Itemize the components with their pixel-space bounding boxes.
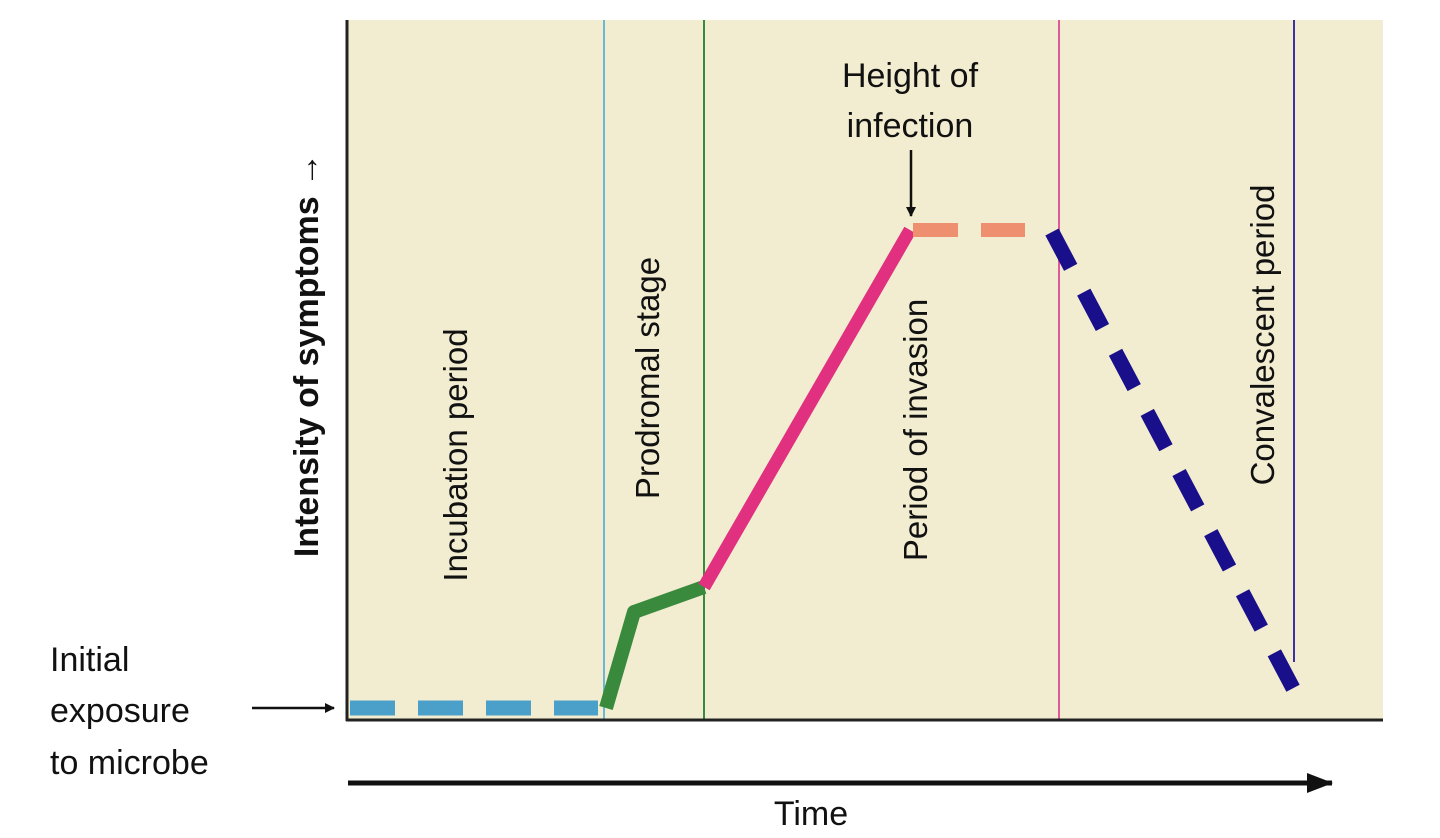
prodromal-stage-label: Prodromal stage	[629, 257, 666, 499]
peak-annotation-line2: infection	[847, 107, 974, 145]
convalescent-period-label: Convalescent period	[1244, 185, 1281, 486]
prodromal-segment	[599, 580, 707, 710]
incubation-period-label: Incubation period	[437, 328, 474, 581]
start-annotation-line1: Initial	[50, 641, 129, 679]
start-annotation-line2: exposure	[50, 692, 190, 730]
period-of-invasion-label: Period of invasion	[897, 299, 934, 561]
start-annotation-line3: to microbe	[50, 744, 209, 782]
plot-background	[347, 20, 1383, 720]
invasion-segment	[698, 226, 916, 591]
x-axis-label: Time	[774, 795, 848, 833]
peak-annotation-line1: Height of	[842, 57, 979, 95]
y-axis-label: Intensity of symptoms →	[288, 153, 326, 557]
convalescent-segment	[1045, 228, 1302, 696]
